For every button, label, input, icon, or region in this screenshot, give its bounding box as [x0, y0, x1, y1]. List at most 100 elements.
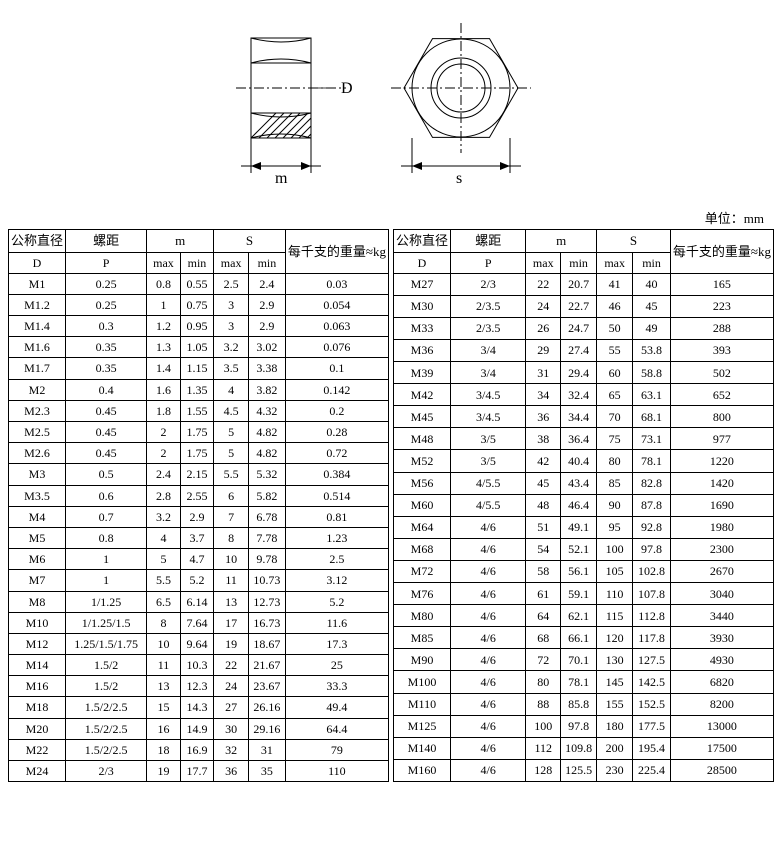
- table-cell: M3: [9, 464, 66, 485]
- table-cell: 4/6: [451, 649, 526, 671]
- table-cell: 12.73: [249, 591, 286, 612]
- table-cell: 88: [526, 693, 561, 715]
- table-cell: 10.3: [180, 655, 214, 676]
- table-cell: 6.78: [249, 506, 286, 527]
- table-cell: 36.4: [561, 428, 597, 450]
- table-cell: 40: [633, 273, 671, 295]
- table-row: M423/4.53432.46563.1652: [394, 384, 774, 406]
- table-cell: 50: [597, 317, 633, 339]
- table-cell: 5: [214, 422, 249, 443]
- table-cell: 82.8: [633, 472, 671, 494]
- table-cell: 200: [597, 737, 633, 759]
- hdr-s-max: max: [214, 252, 249, 273]
- table-cell: 19: [147, 761, 180, 782]
- table-cell: 6.14: [180, 591, 214, 612]
- table-cell: 3040: [670, 583, 773, 605]
- table-cell: 1: [66, 549, 147, 570]
- table-row: M523/54240.48078.11220: [394, 450, 774, 472]
- table-cell: 100: [526, 715, 561, 737]
- hdr-m: m: [147, 230, 214, 253]
- table-cell: 11: [214, 570, 249, 591]
- table-row: M181.5/2/2.51514.32726.1649.4: [9, 697, 389, 718]
- table-cell: M1.4: [9, 316, 66, 337]
- table-cell: 1.35: [180, 379, 214, 400]
- table-cell: M24: [9, 761, 66, 782]
- table-cell: 75: [597, 428, 633, 450]
- table-cell: 4: [147, 527, 180, 548]
- table-cell: M100: [394, 671, 451, 693]
- table-cell: 26: [526, 317, 561, 339]
- table-cell: 3.7: [180, 527, 214, 548]
- table-row: M644/65149.19592.81980: [394, 516, 774, 538]
- table-cell: 10.73: [249, 570, 286, 591]
- table-cell: 0.076: [285, 337, 388, 358]
- table-cell: M42: [394, 384, 451, 406]
- table-cell: 180: [597, 715, 633, 737]
- table-row: M2.30.451.81.554.54.320.2: [9, 400, 389, 421]
- table-cell: 3/5: [451, 450, 526, 472]
- table-cell: 2.4: [147, 464, 180, 485]
- table-cell: 0.45: [66, 400, 147, 421]
- table-cell: 1.23: [285, 527, 388, 548]
- table-cell: M22: [9, 739, 66, 760]
- table-cell: 41: [597, 273, 633, 295]
- table-cell: 20.7: [561, 273, 597, 295]
- table-row: M121.25/1.5/1.75109.641918.6717.3: [9, 633, 389, 654]
- table-cell: M85: [394, 627, 451, 649]
- hdr-S: S: [214, 230, 286, 253]
- table-cell: 4/6: [451, 516, 526, 538]
- hdr-m: m: [526, 230, 597, 253]
- table-cell: 1.75: [180, 422, 214, 443]
- label-s: s: [456, 170, 462, 187]
- table-cell: 48: [526, 494, 561, 516]
- table-cell: 70: [597, 406, 633, 428]
- table-cell: 502: [670, 362, 773, 384]
- table-cell: 1/1.25/1.5: [66, 612, 147, 633]
- table-cell: 68.1: [633, 406, 671, 428]
- table-cell: 34.4: [561, 406, 597, 428]
- table-cell: 45: [633, 295, 671, 317]
- table-row: M20.41.61.3543.820.142: [9, 379, 389, 400]
- table-cell: 128: [526, 759, 561, 781]
- table-cell: 14.3: [180, 697, 214, 718]
- table-cell: 24.7: [561, 317, 597, 339]
- table-cell: 33.3: [285, 676, 388, 697]
- table-cell: 2.15: [180, 464, 214, 485]
- table-cell: 0.514: [285, 485, 388, 506]
- table-row: M221.5/2/2.51816.9323179: [9, 739, 389, 760]
- table-cell: 3.5: [214, 358, 249, 379]
- table-row: M1104/68885.8155152.58200: [394, 693, 774, 715]
- table-row: M101/1.25/1.587.641716.7311.6: [9, 612, 389, 633]
- table-cell: 30: [214, 718, 249, 739]
- table-cell: 1: [147, 294, 180, 315]
- table-cell: 2/3: [66, 761, 147, 782]
- table-cell: 17.3: [285, 633, 388, 654]
- table-cell: 1.3: [147, 337, 180, 358]
- table-cell: 4/6: [451, 671, 526, 693]
- table-cell: 34: [526, 384, 561, 406]
- table-cell: 2.4: [249, 273, 286, 294]
- table-row: M2.60.4521.7554.820.72: [9, 443, 389, 464]
- table-cell: M72: [394, 560, 451, 582]
- table-cell: M12: [9, 633, 66, 654]
- table-cell: 45: [526, 472, 561, 494]
- table-cell: 3930: [670, 627, 773, 649]
- table-row: M715.55.21110.733.12: [9, 570, 389, 591]
- table-row: M201.5/2/2.51614.93029.1664.4: [9, 718, 389, 739]
- table-cell: 195.4: [633, 737, 671, 759]
- table-cell: 0.142: [285, 379, 388, 400]
- table-cell: M8: [9, 591, 66, 612]
- table-cell: 61: [526, 583, 561, 605]
- table-cell: 65: [597, 384, 633, 406]
- hdr-m-min: min: [561, 252, 597, 273]
- table-cell: 4/5.5: [451, 494, 526, 516]
- table-cell: M140: [394, 737, 451, 759]
- table-cell: 85: [597, 472, 633, 494]
- table-cell: 80: [597, 450, 633, 472]
- table-cell: 120: [597, 627, 633, 649]
- hdr-m-max: max: [147, 252, 180, 273]
- table-cell: 127.5: [633, 649, 671, 671]
- table-cell: 4/6: [451, 560, 526, 582]
- table-row: M272/32220.74140165: [394, 273, 774, 295]
- table-cell: 100: [597, 538, 633, 560]
